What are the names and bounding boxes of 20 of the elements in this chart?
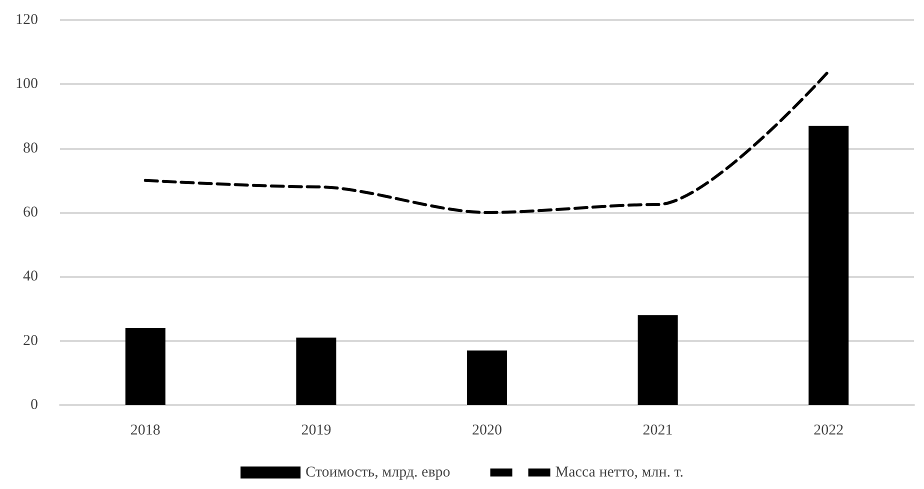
y-tick-label: 40	[23, 268, 38, 285]
legend-label: Масса нетто, млн. т.	[555, 464, 684, 480]
y-tick-label: 120	[16, 12, 38, 28]
x-tick-label: 2020	[472, 422, 502, 438]
bar	[808, 126, 849, 405]
y-tick-label: 80	[23, 140, 38, 156]
y-tick-label: 20	[23, 332, 38, 349]
bar	[638, 315, 678, 405]
line-series	[144, 70, 830, 214]
bar	[296, 338, 336, 405]
legend-label: Стоимость, млрд. евро	[306, 464, 450, 480]
x-tick-label: 2021	[642, 422, 673, 438]
y-tick-label: 0	[30, 397, 38, 413]
x-tick-label: 2018	[130, 422, 160, 438]
y-tick-label: 60	[23, 204, 38, 220]
x-tick-label: 2022	[814, 422, 844, 438]
y-tick-label: 100	[16, 76, 38, 92]
bar	[467, 350, 507, 405]
x-tick-label: 2019	[301, 422, 332, 438]
bar	[125, 328, 166, 405]
